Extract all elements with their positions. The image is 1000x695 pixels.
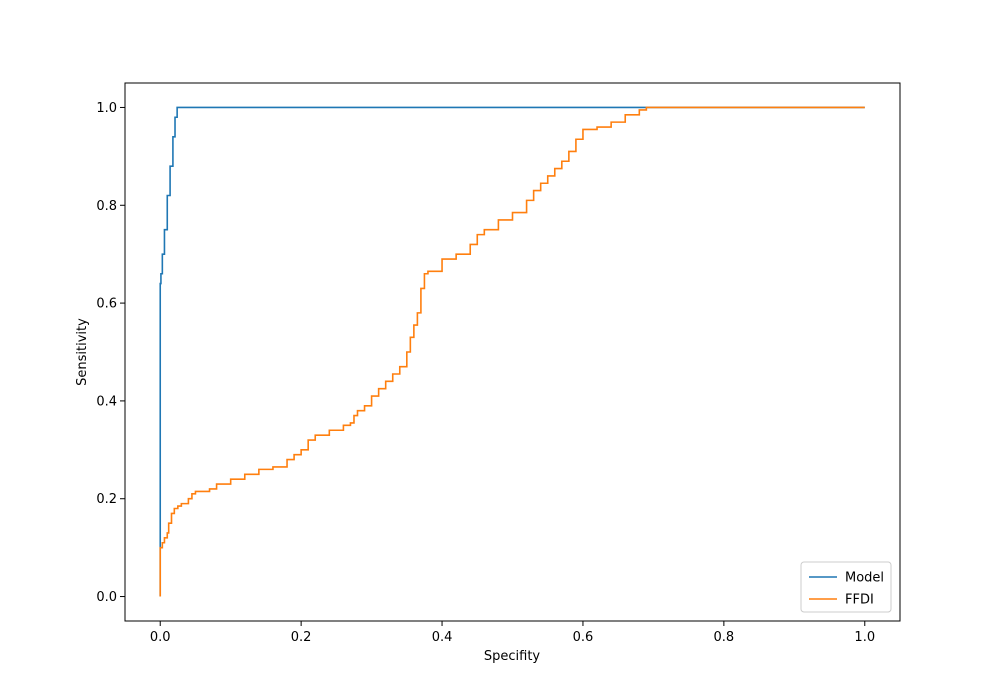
plot-area	[125, 83, 900, 621]
x-axis-ticks: 0.0 0.2 0.4 0.6 0.8 1.0	[150, 621, 875, 645]
y-axis-label: Sensitivity	[75, 318, 90, 386]
y-axis-ticks: 0.0 0.2 0.4 0.6 0.8 1.0	[96, 101, 125, 605]
x-tick-label: 0.2	[291, 630, 312, 645]
x-tick-label: 1.0	[854, 630, 875, 645]
y-tick-label: 1.0	[96, 101, 117, 116]
legend-label-ffdi: FFDI	[845, 593, 874, 608]
y-tick-label: 0.2	[96, 492, 117, 507]
x-tick-label: 0.4	[432, 630, 453, 645]
series-layer	[159, 106, 865, 597]
legend-label-model: Model	[845, 571, 884, 586]
series-line-ffdi	[159, 106, 865, 597]
y-tick-label: 0.8	[96, 199, 117, 214]
series-line-model	[159, 106, 865, 597]
x-tick-label: 0.6	[573, 630, 594, 645]
x-tick-label: 0.0	[150, 630, 171, 645]
plot-frame	[124, 82, 901, 622]
legend: Model FFDI	[800, 561, 892, 613]
y-tick-label: 0.6	[96, 297, 117, 312]
y-tick-label: 0.0	[96, 590, 117, 605]
x-tick-label: 0.8	[714, 630, 735, 645]
x-axis-label: Specifity	[484, 649, 541, 664]
y-tick-label: 0.4	[96, 394, 117, 409]
